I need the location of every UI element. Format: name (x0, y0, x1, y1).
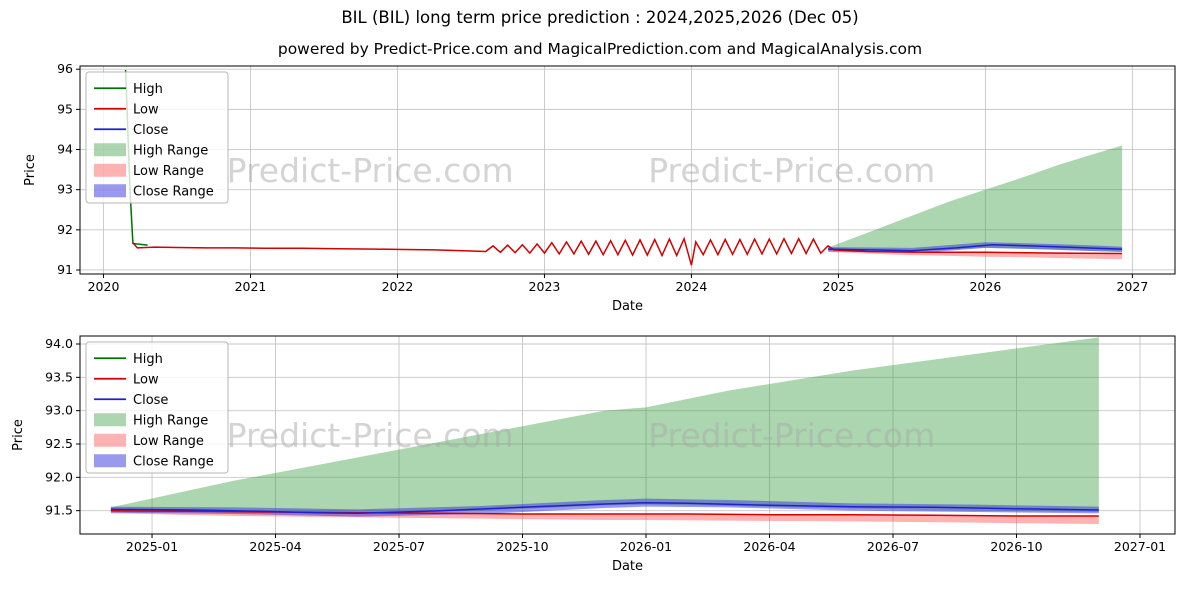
svg-text:2023: 2023 (529, 279, 561, 294)
svg-text:Predict-Price.com: Predict-Price.com (227, 151, 514, 190)
svg-text:2025-04: 2025-04 (249, 539, 301, 554)
svg-text:92: 92 (57, 222, 73, 237)
svg-text:2020: 2020 (88, 279, 120, 294)
svg-text:91: 91 (57, 262, 73, 277)
svg-text:Low Range: Low Range (133, 434, 204, 449)
svg-text:93.0: 93.0 (45, 403, 73, 418)
svg-text:91.5: 91.5 (45, 503, 73, 518)
svg-text:2027-01: 2027-01 (1114, 539, 1166, 554)
svg-text:Close: Close (133, 393, 168, 408)
svg-text:95: 95 (57, 101, 73, 116)
svg-text:Low Range: Low Range (133, 164, 204, 179)
svg-text:Close: Close (133, 123, 168, 138)
svg-text:92.0: 92.0 (45, 469, 73, 484)
svg-text:2026-01: 2026-01 (620, 539, 672, 554)
svg-text:Predict-Price.com: Predict-Price.com (648, 416, 935, 455)
svg-text:2026-10: 2026-10 (990, 539, 1042, 554)
svg-text:Price: Price (11, 419, 26, 451)
svg-text:2022: 2022 (382, 279, 414, 294)
svg-text:Predict-Price.com: Predict-Price.com (227, 416, 514, 455)
svg-text:High: High (133, 82, 163, 97)
svg-text:Predict-Price.com: Predict-Price.com (648, 151, 935, 190)
forecast-detail-chart: Predict-Price.com Predict-Price.com 2025-0… (11, 335, 1176, 574)
svg-text:96: 96 (57, 61, 73, 76)
svg-text:2026: 2026 (969, 279, 1001, 294)
svg-text:Price: Price (23, 154, 38, 186)
svg-text:94: 94 (57, 142, 73, 157)
svg-text:2025-01: 2025-01 (126, 539, 178, 554)
svg-text:High Range: High Range (133, 413, 208, 428)
svg-text:94.0: 94.0 (45, 336, 73, 351)
prediction-page: BIL (BIL) long term price prediction : 2… (0, 8, 1200, 600)
svg-text:Date: Date (612, 299, 643, 314)
svg-text:High: High (133, 352, 163, 367)
svg-text:Date: Date (612, 559, 643, 574)
svg-text:93: 93 (57, 182, 73, 197)
svg-text:2025: 2025 (823, 279, 855, 294)
svg-text:Close Range: Close Range (133, 454, 214, 469)
svg-text:2027: 2027 (1116, 279, 1148, 294)
svg-text:93.5: 93.5 (45, 369, 73, 384)
svg-text:2021: 2021 (235, 279, 267, 294)
svg-text:2026-07: 2026-07 (867, 539, 919, 554)
svg-text:92.5: 92.5 (45, 436, 73, 451)
svg-text:Close Range: Close Range (133, 184, 214, 199)
svg-text:2025-07: 2025-07 (373, 539, 425, 554)
long-term-history-chart: Predict-Price.com Predict-Price.com 2020 20… (23, 61, 1176, 314)
svg-text:2024: 2024 (676, 279, 708, 294)
page-title: BIL (BIL) long term price prediction : 2… (341, 8, 859, 27)
svg-text:Low: Low (133, 102, 159, 117)
svg-text:2025-10: 2025-10 (496, 539, 548, 554)
page-subtitle: powered by Predict-Price.com and Magical… (277, 40, 923, 58)
svg-text:2026-04: 2026-04 (743, 539, 795, 554)
svg-text:Low: Low (133, 372, 159, 387)
svg-text:High Range: High Range (133, 143, 208, 158)
